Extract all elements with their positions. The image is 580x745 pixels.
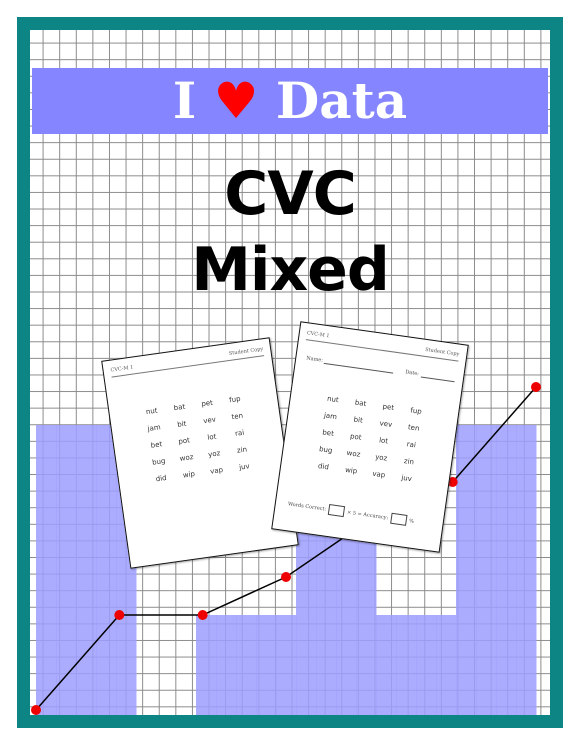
word-item: jam: [323, 411, 338, 422]
date-label: Date:: [404, 369, 420, 378]
name-line: [323, 362, 394, 374]
word-item: pet: [200, 398, 214, 409]
chart-bar: [196, 615, 217, 715]
chart-bar: [76, 425, 97, 715]
sheet-header-right: Student Copy: [424, 346, 460, 358]
word-item: jam: [147, 423, 162, 434]
chart-bar: [356, 520, 377, 715]
chart-point: [31, 705, 41, 715]
word-item: bat: [173, 402, 186, 413]
word-item: lot: [206, 432, 217, 442]
chart-bar: [476, 425, 497, 715]
sheet-header-left: CVC-M 1: [306, 330, 330, 340]
chart-bar: [376, 615, 397, 715]
title-banner: I ♥ Data: [32, 68, 548, 134]
chart-bar: [496, 425, 517, 715]
title-line-1: CVC: [224, 159, 357, 229]
footer-suffix: %: [408, 518, 415, 525]
chart-bar: [416, 615, 437, 715]
title-line-2: Mixed: [191, 235, 390, 305]
word-item: bug: [151, 456, 166, 467]
chart-point: [114, 610, 125, 620]
accuracy-box: [390, 512, 408, 526]
word-item: fup: [228, 394, 242, 405]
word-item: yoz: [207, 449, 221, 459]
word-item: pot: [349, 432, 363, 442]
word-item: ten: [231, 411, 244, 422]
word-grid: nut bat pet fup jam bit vev ten bet pot lot rai bug w…: [309, 394, 430, 485]
chart-bar: [396, 615, 417, 715]
word-item: wip: [344, 465, 358, 476]
heart-icon: ♥: [213, 72, 259, 130]
word-item: bit: [176, 419, 187, 429]
chart-bar: [216, 615, 237, 715]
chart-bar: [36, 425, 57, 715]
word-item: bit: [353, 415, 364, 425]
chart-bar: [516, 425, 537, 715]
word-item: vev: [202, 415, 217, 426]
word-item: yoz: [374, 452, 388, 463]
footer-mid: × 5 = Accuracy:: [346, 509, 389, 522]
teacher-copy-preview: CVC-M 1 Student Copy nut bat pet fup jam bit v…: [101, 337, 299, 569]
word-item: rai: [406, 440, 417, 450]
name-label: Name:: [305, 355, 324, 364]
word-item: vev: [379, 419, 393, 429]
chart-bar: [56, 425, 77, 715]
words-correct-box: [327, 504, 346, 518]
chart-point: [197, 610, 208, 620]
word-item: bat: [354, 398, 367, 409]
word-item: pot: [177, 436, 191, 446]
word-item: did: [155, 473, 168, 484]
chart-bar: [256, 615, 277, 715]
chart-point: [281, 572, 291, 582]
chart-bar: [296, 520, 317, 715]
word-item: juv: [400, 473, 413, 484]
word-item: wip: [182, 469, 196, 480]
cover-frame: I ♥ Data CVC Mixed CVC-M 1 Student Copy …: [17, 17, 563, 728]
chart-point: [447, 477, 458, 487]
word-item: fup: [409, 406, 423, 416]
word-item: bet: [150, 440, 163, 450]
chart-bar: [336, 520, 357, 715]
footer-prefix: Words Correct:: [287, 501, 327, 513]
sheet-header-right: Student Copy: [228, 346, 264, 357]
word-item: nut: [145, 406, 159, 417]
chart-bar: [276, 615, 297, 715]
word-item: woz: [179, 453, 194, 463]
word-item: juv: [238, 462, 251, 472]
word-item: nut: [326, 394, 340, 405]
word-item: vap: [209, 465, 224, 476]
student-copy-preview: CVC-M 1 Student Copy Name: Date: nut bat p…: [271, 321, 469, 553]
chart-bar: [96, 425, 117, 715]
word-grid: nut bat pet fup jam bit vev ten bet pot lot rai bug w…: [137, 394, 258, 485]
word-item: did: [317, 462, 330, 472]
word-item: vap: [371, 469, 386, 480]
date-line: [420, 376, 455, 383]
word-item: zin: [403, 456, 415, 467]
chart-point: [531, 382, 541, 392]
word-item: bug: [318, 445, 333, 455]
word-item: woz: [346, 448, 361, 459]
name-date-row: Name: Date:: [306, 355, 456, 384]
sheet-header-left: CVC-M 1: [110, 364, 134, 374]
word-item: zin: [236, 445, 248, 455]
chart-bar: [316, 520, 337, 715]
word-item: ten: [407, 423, 420, 433]
word-item: bet: [321, 428, 335, 438]
chart-bar: [236, 615, 257, 715]
chart-bar: [456, 425, 477, 715]
word-item: lot: [378, 436, 389, 446]
decorative-chart: [31, 382, 541, 715]
banner-suffix: Data: [275, 71, 408, 130]
word-item: rai: [234, 428, 245, 438]
score-footer: Words Correct: × 5 = Accuracy: %: [287, 498, 437, 530]
banner-prefix: I: [172, 71, 197, 130]
word-item: pet: [382, 402, 395, 413]
chart-bar: [436, 615, 457, 715]
